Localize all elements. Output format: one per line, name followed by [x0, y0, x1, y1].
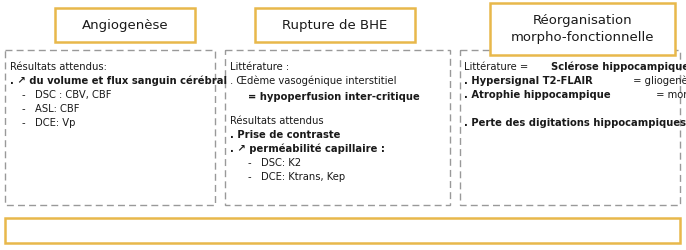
Bar	[225, 50, 450, 205]
Text: . Prise de contraste: . Prise de contraste	[230, 130, 340, 140]
Bar	[55, 8, 195, 42]
Text: Littérature =: Littérature =	[464, 62, 532, 72]
Text: . Perte des digitations hippocampiques: . Perte des digitations hippocampiques	[464, 118, 686, 128]
Text: -   DSC: K2: - DSC: K2	[248, 158, 301, 168]
Text: -   DSC : CBV, CBF: - DSC : CBV, CBF	[22, 90, 112, 100]
Text: Réorganisation
morpho-fonctionnelle: Réorganisation morpho-fonctionnelle	[511, 14, 654, 44]
Text: -   ASL: CBF: - ASL: CBF	[22, 104, 80, 114]
Text: . Œdème vasogénique interstitiel: . Œdème vasogénique interstitiel	[230, 76, 397, 86]
Bar	[490, 3, 675, 55]
Text: Rupture de BHE: Rupture de BHE	[283, 18, 388, 32]
Text: -   DCE: Vp: - DCE: Vp	[22, 118, 75, 128]
Text: Résultats attendus: Résultats attendus	[230, 116, 324, 126]
Text: . ↗ perméabilité capillaire :: . ↗ perméabilité capillaire :	[230, 144, 385, 154]
Bar	[5, 50, 215, 205]
Bar	[460, 50, 680, 205]
Text: . Hypersignal T2-FLAIR: . Hypersignal T2-FLAIR	[464, 76, 593, 86]
Text: Littérature :: Littérature :	[230, 62, 289, 72]
Text: . ↗ du volume et flux sanguin cérébral: . ↗ du volume et flux sanguin cérébral	[10, 76, 227, 86]
Text: -   DCE: Ktrans, Kep: - DCE: Ktrans, Kep	[248, 172, 345, 182]
Text: Sclérose hippocampique: Sclérose hippocampique	[551, 62, 686, 72]
Text: . Atrophie hippocampique: . Atrophie hippocampique	[464, 90, 611, 100]
Text: = gliogenèse: = gliogenèse	[630, 76, 686, 86]
Text: Résultats attendus:: Résultats attendus:	[10, 62, 107, 72]
Text: Angiogenèse: Angiogenèse	[82, 18, 168, 32]
Bar	[5, 218, 680, 243]
Text: = mort neuronale: = mort neuronale	[653, 90, 686, 100]
Text: = hypoperfusion inter-critique: = hypoperfusion inter-critique	[248, 92, 420, 102]
Bar	[255, 8, 415, 42]
